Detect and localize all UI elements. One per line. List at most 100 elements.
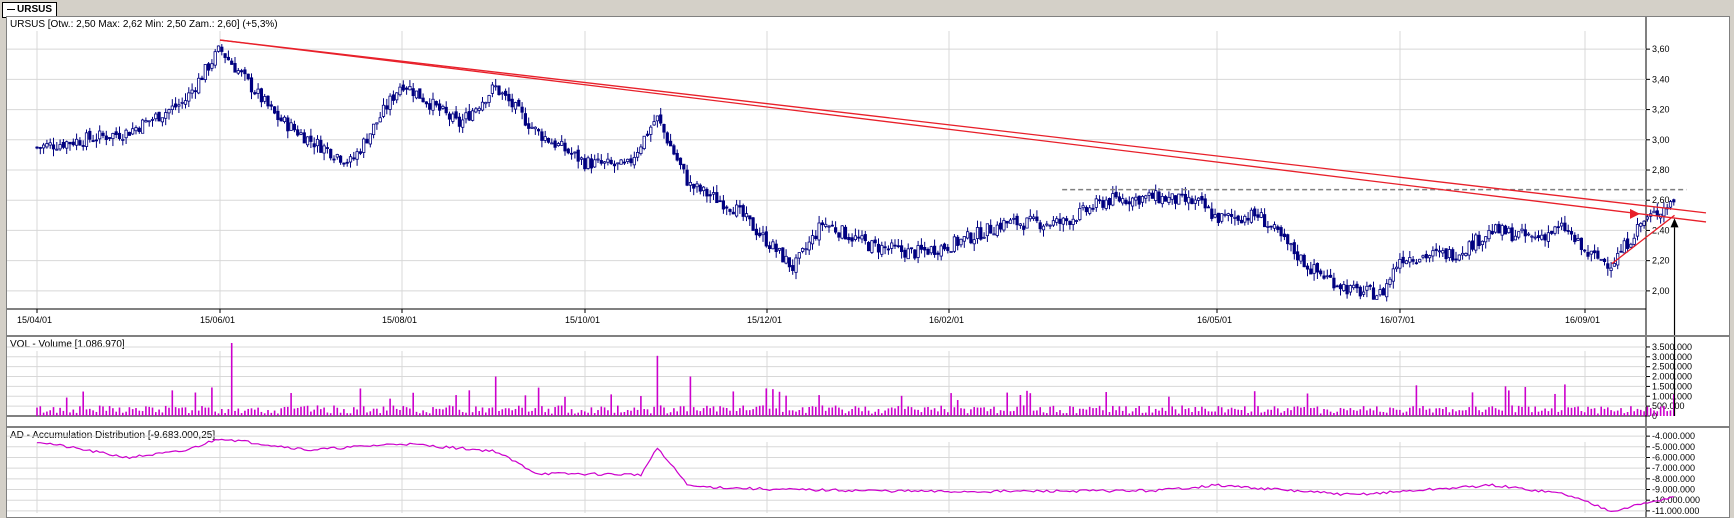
volume-bar-74 xyxy=(280,408,282,416)
volume-panel[interactable]: VOL - Volume [1.086.970] 3.500.000 3.000.… xyxy=(6,336,1730,427)
volume-bar-444 xyxy=(1501,410,1503,416)
volume-bar-60 xyxy=(234,410,236,416)
candle-body-370 xyxy=(1256,214,1260,218)
volume-bar-8 xyxy=(62,410,65,416)
volume-bar-56 xyxy=(221,409,223,416)
volume-bar-337 xyxy=(1148,405,1150,416)
candle-body-129 xyxy=(461,119,465,128)
volume-bar-215 xyxy=(745,410,748,416)
candle-body-396 xyxy=(1342,284,1346,292)
candle-body-481 xyxy=(1622,240,1626,254)
candle-body-39 xyxy=(164,112,168,119)
volume-bar-116 xyxy=(419,413,421,416)
candle-body-181 xyxy=(632,156,636,166)
volume-bar-205 xyxy=(712,406,715,416)
candle-body-293 xyxy=(1002,220,1006,231)
volume-bar-261 xyxy=(897,406,900,416)
price-ytick-label-7: 2,20 xyxy=(1652,256,1670,266)
candle-body-212 xyxy=(735,204,739,217)
candle-body-406 xyxy=(1375,295,1379,300)
candle-body-138 xyxy=(490,84,495,94)
candle-body-487 xyxy=(1642,220,1646,226)
candle-body-223 xyxy=(771,241,775,250)
volume-bar-239 xyxy=(824,410,827,416)
candle-body-89 xyxy=(329,148,333,159)
volume-bar-191 xyxy=(666,413,669,416)
candle-body-334 xyxy=(1137,195,1141,205)
volume-bar-17 xyxy=(92,410,94,416)
candle-body-7 xyxy=(58,144,62,150)
candle-body-186 xyxy=(649,126,653,135)
volume-bar-242 xyxy=(834,405,837,416)
candle-body-379 xyxy=(1286,234,1290,245)
volume-bar-54 xyxy=(214,411,216,416)
volume-bar-357 xyxy=(1214,411,1216,416)
volume-bar-7 xyxy=(59,407,61,416)
volume-bar-374 xyxy=(1270,409,1272,416)
volume-bar-179 xyxy=(626,410,629,416)
candle-body-49 xyxy=(197,77,201,94)
volume-bar-381 xyxy=(1293,406,1296,416)
volume-bar-221 xyxy=(765,388,768,416)
volume-bar-88 xyxy=(326,412,329,416)
volume-bar-136 xyxy=(485,412,487,416)
candle-body-176 xyxy=(616,162,620,165)
candle-body-97 xyxy=(355,151,359,160)
volume-bar-279 xyxy=(956,400,959,416)
volume-bar-105 xyxy=(382,406,385,416)
candle-body-147 xyxy=(520,106,524,113)
candle-body-415 xyxy=(1404,260,1409,265)
candle-body-484 xyxy=(1632,237,1636,245)
candle-body-281 xyxy=(962,236,966,242)
candle-body-378 xyxy=(1282,233,1286,238)
candle-body-407 xyxy=(1378,289,1382,296)
candle-body-438 xyxy=(1480,240,1484,246)
candle-body-29 xyxy=(131,128,135,135)
volume-bar-302 xyxy=(1032,410,1035,416)
volume-bar-203 xyxy=(706,405,708,416)
volume-bar-181 xyxy=(633,407,636,416)
volume-bar-13 xyxy=(79,406,81,416)
candle-body-24 xyxy=(114,131,118,136)
candle-body-423 xyxy=(1431,250,1435,257)
candle-body-12 xyxy=(75,138,79,146)
volume-bar-91 xyxy=(336,407,339,416)
volume-bar-177 xyxy=(620,412,622,416)
candle-body-260 xyxy=(893,244,897,247)
candle-body-166 xyxy=(583,158,587,170)
price-chart: URSUS [Otw.: 2,50 Max: 2,62 Min: 2,50 Za… xyxy=(7,17,1707,335)
volume-bar-449 xyxy=(1517,405,1520,416)
volume-bar-119 xyxy=(428,413,431,416)
candle-body-42 xyxy=(173,103,178,108)
candle-body-371 xyxy=(1259,212,1263,218)
volume-bar-446 xyxy=(1508,390,1510,416)
volume-bar-87 xyxy=(323,407,325,416)
candle-body-109 xyxy=(395,92,399,101)
volume-bar-70 xyxy=(267,410,269,416)
volume-bar-117 xyxy=(422,410,424,416)
volume-bar-134 xyxy=(478,411,480,416)
volume-bar-377 xyxy=(1280,412,1282,416)
candle-body-241 xyxy=(830,224,834,227)
candle-body-306 xyxy=(1045,223,1049,226)
candle-body-456 xyxy=(1540,234,1544,240)
volume-bar-493 xyxy=(1663,406,1665,416)
volume-bar-28 xyxy=(128,407,131,416)
volume-bar-196 xyxy=(683,406,685,416)
candle-body-405 xyxy=(1371,287,1376,300)
ad-line xyxy=(37,438,1674,513)
volume-bar-341 xyxy=(1161,407,1164,416)
candle-body-367 xyxy=(1246,217,1250,221)
candle-body-56 xyxy=(220,46,224,52)
candle-body-238 xyxy=(820,222,825,226)
candle-body-461 xyxy=(1556,226,1560,229)
ad-panel[interactable]: AD - Accumulation Distribution [-9.683.0… xyxy=(6,427,1730,518)
candle-body-9 xyxy=(65,141,69,149)
volume-bar-400 xyxy=(1356,410,1358,416)
volume-bar-129 xyxy=(461,412,464,416)
price-panel[interactable]: URSUS [Otw.: 2,50 Max: 2,62 Min: 2,50 Za… xyxy=(6,16,1730,336)
candle-body-342 xyxy=(1164,196,1168,202)
candle-body-142 xyxy=(503,90,508,96)
volume-bar-78 xyxy=(293,408,296,416)
candle-body-103 xyxy=(375,122,379,125)
